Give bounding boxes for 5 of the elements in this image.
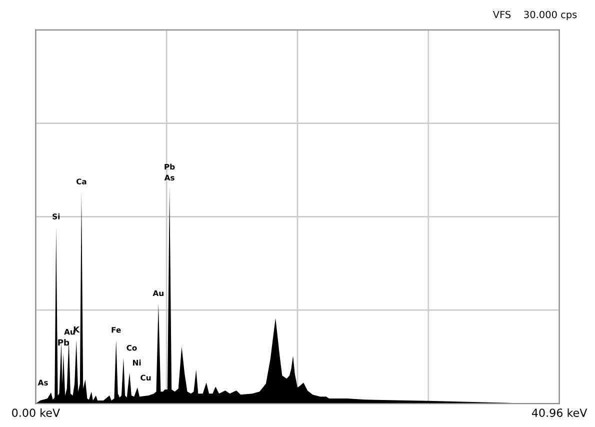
text: VFS 30.000 cps (492, 10, 577, 20)
x-tick-label: 0.00 keV (12, 408, 60, 417)
annotation: K (74, 326, 80, 333)
x-tick-label: 40.96 keV (532, 408, 588, 417)
annotation: Pb (58, 339, 70, 346)
